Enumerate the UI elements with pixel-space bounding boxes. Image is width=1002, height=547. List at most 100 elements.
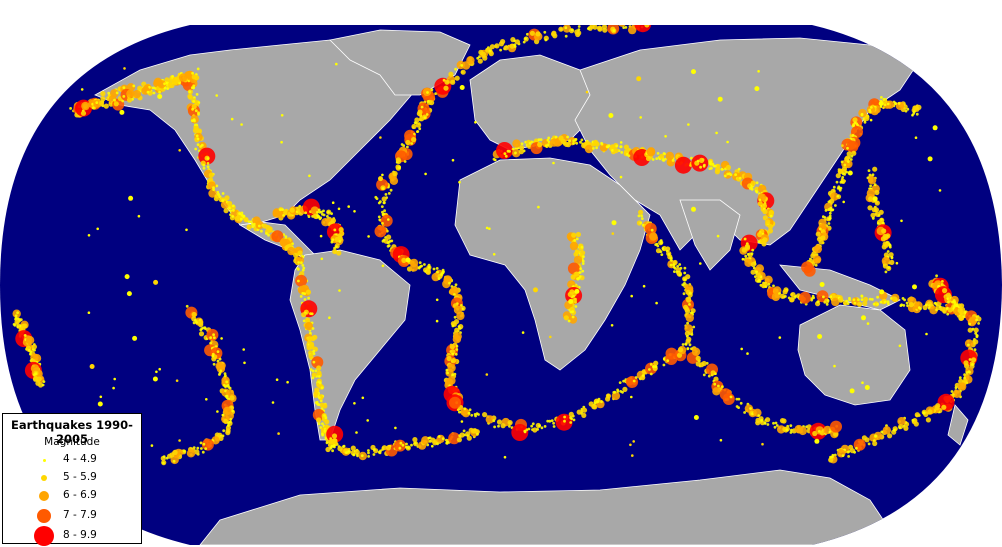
earthquake-point [666,359,670,363]
earthquake-point [296,267,300,271]
earthquake-point [488,227,491,230]
earthquake-point [398,446,402,450]
legend-symbol-magnitude-6 [33,486,55,506]
earthquake-point [846,302,850,305]
earthquake-point [537,205,540,209]
earthquake-point [383,209,386,213]
earthquake-point [764,285,768,288]
earthquake-point [410,142,414,145]
earthquake-point [713,382,717,386]
earthquake-point [216,190,220,194]
earthquake-point [973,339,979,345]
earthquake-point [829,295,833,299]
earthquake-point [781,418,787,424]
earthquake-point [855,446,858,450]
earthquake-point [911,113,914,117]
earthquake-point [330,212,333,216]
earthquake-point [242,348,245,351]
earthquake-point [309,368,313,371]
earthquake-point [319,234,323,238]
earthquake-point [462,429,466,433]
earthquake-point [866,322,870,325]
earthquake-point [25,336,35,345]
earthquake-point [152,86,156,90]
earthquake-point [563,315,569,321]
earthquake-point [14,319,20,325]
earthquake-point [297,261,300,264]
earthquake-point [202,163,206,167]
earthquake-point [968,322,972,326]
earthquake-point [427,436,431,440]
earthquake-point [172,459,176,463]
earthquake-point [922,411,926,415]
earthquake-point [630,294,633,298]
earthquake-point [466,435,472,441]
earthquake-point [398,166,401,170]
earthquake-point [529,30,536,36]
earthquake-point [449,344,455,350]
earthquake-point [198,331,205,337]
earthquake-point [211,356,217,362]
earthquake-point [196,143,200,147]
earthquake-point [206,157,210,160]
earthquake-point [424,172,427,176]
earthquake-point [312,352,316,356]
earthquake-point [761,442,764,446]
earthquake-point [207,181,216,190]
earthquake-point [886,250,890,253]
earthquake-point [205,398,208,401]
earthquake-point [720,167,724,171]
earthquake-point [849,158,853,161]
earthquake-point [975,318,978,322]
earthquake-point [656,152,660,155]
earthquake-point [579,267,583,271]
earthquake-point [912,284,917,290]
earthquake-point [864,385,870,390]
earthquake-point [301,268,305,272]
earthquake-point [876,302,879,306]
earthquake-point [334,236,340,243]
landmass-antarctica [199,469,901,545]
earthquake-point [567,319,571,323]
earthquake-point [525,428,529,432]
earthquake-point [243,217,249,223]
earthquake-point [683,278,687,282]
earthquake-point [423,263,426,266]
earthquake-point [870,298,874,301]
earthquake-point [427,266,431,269]
earthquake-point [436,442,439,446]
earthquake-point [428,440,432,443]
earthquake-point [200,143,204,147]
earthquake-point [311,376,315,380]
earthquake-point [572,295,576,298]
earthquake-point [430,88,434,92]
earthquake-point [332,248,338,255]
earthquake-point [613,390,617,394]
earthquake-point [197,111,200,115]
earthquake-point [842,200,845,204]
earthquake-point [882,426,891,435]
earthquake-point [634,25,652,33]
earthquake-point [347,450,351,453]
earthquake-point [317,422,321,426]
earthquake-point [832,185,836,189]
earthquake-point [973,327,979,333]
earthquake-point [455,344,459,348]
earthquake-point [303,298,307,301]
earthquake-point [249,220,253,224]
earthquake-point [387,218,390,221]
earthquake-point [689,291,692,295]
earthquake-point [833,364,836,368]
earthquake-point [474,121,477,124]
earthquake-point [872,302,876,306]
earthquake-point [578,271,582,274]
earthquake-point [380,205,384,209]
legend-row-magnitude-4: 4 - 4.9 [3,450,141,470]
earthquake-point [316,403,320,406]
earthquake-point [572,418,576,422]
earthquake-point [386,234,392,240]
earthquake-point [701,360,707,367]
earthquake-point [678,263,682,266]
earthquake-point [898,426,902,430]
earthquake-point [492,253,496,256]
